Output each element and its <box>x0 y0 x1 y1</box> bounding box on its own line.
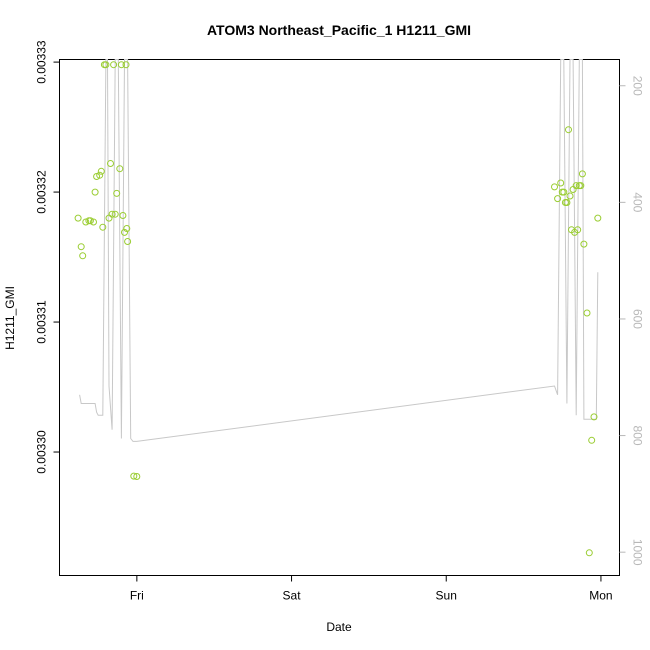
data-point <box>551 183 558 191</box>
data-point <box>97 167 105 175</box>
data-point <box>82 218 90 226</box>
data-point <box>93 173 101 180</box>
x-tick-label: Mon <box>589 589 612 603</box>
right-tick-label: 600 <box>631 309 645 329</box>
x-axis: Fri Sat Sun Mon <box>130 575 613 603</box>
data-point <box>123 225 131 232</box>
x-tick-label: Sun <box>436 589 457 603</box>
right-tick-label: 400 <box>631 192 645 212</box>
chart-title: ATOM3 Northeast_Pacific_1 H1211_GMI <box>207 22 471 38</box>
right-tick-label: 1000 <box>631 539 645 566</box>
data-point <box>122 61 130 69</box>
data-point <box>116 165 124 173</box>
data-point <box>569 186 577 193</box>
right-tick-label: 800 <box>631 426 645 446</box>
data-point <box>111 210 119 218</box>
data-point <box>554 195 562 203</box>
data-point <box>594 214 602 222</box>
data-point <box>121 228 128 236</box>
data-point <box>113 189 121 197</box>
data-point <box>133 473 141 480</box>
data-point <box>110 61 118 69</box>
data-point <box>79 252 87 260</box>
y-axis-label: H1211_GMI <box>3 286 17 350</box>
data-point <box>77 243 85 251</box>
right-axis: 200 400 600 800 1000 <box>619 76 645 566</box>
data-point <box>585 549 593 557</box>
y-tick-label: 0.00331 <box>35 300 49 344</box>
data-point <box>91 188 99 196</box>
data-point <box>99 223 107 231</box>
data-point <box>590 413 598 421</box>
data-point <box>563 199 571 206</box>
data-point <box>124 238 132 245</box>
data-point <box>557 179 565 187</box>
data-point <box>90 218 97 226</box>
right-tick-label: 200 <box>631 76 645 96</box>
y-tick-label: 0.00333 <box>35 40 49 84</box>
x-tick-label: Fri <box>130 589 144 603</box>
series-line <box>79 59 599 442</box>
data-point <box>107 160 114 167</box>
data-point <box>577 182 585 190</box>
data-point <box>105 214 113 222</box>
data-point <box>580 240 588 248</box>
data-point <box>560 188 568 196</box>
data-point <box>578 170 586 178</box>
data-point <box>119 212 127 219</box>
data-point <box>574 226 582 234</box>
data-point <box>583 309 591 317</box>
y-tick-label: 0.00330 <box>35 430 49 474</box>
data-point <box>588 436 596 444</box>
data-point <box>130 472 138 480</box>
data-point <box>102 61 110 69</box>
data-point <box>572 182 580 190</box>
data-point <box>566 192 574 200</box>
point-series <box>74 61 602 557</box>
data-point <box>74 214 82 222</box>
data-point <box>96 171 104 179</box>
y-tick-label: 0.00332 <box>35 170 49 214</box>
x-tick-label: Sat <box>283 589 302 603</box>
y-axis: 0.00330 0.00331 0.00332 0.00333 <box>35 40 60 474</box>
data-point <box>565 126 572 134</box>
line-series <box>79 59 599 442</box>
x-axis-label: Date <box>326 620 352 634</box>
data-point <box>108 210 116 218</box>
plot-area <box>59 59 620 576</box>
data-point <box>117 61 125 69</box>
data-point <box>86 217 94 225</box>
